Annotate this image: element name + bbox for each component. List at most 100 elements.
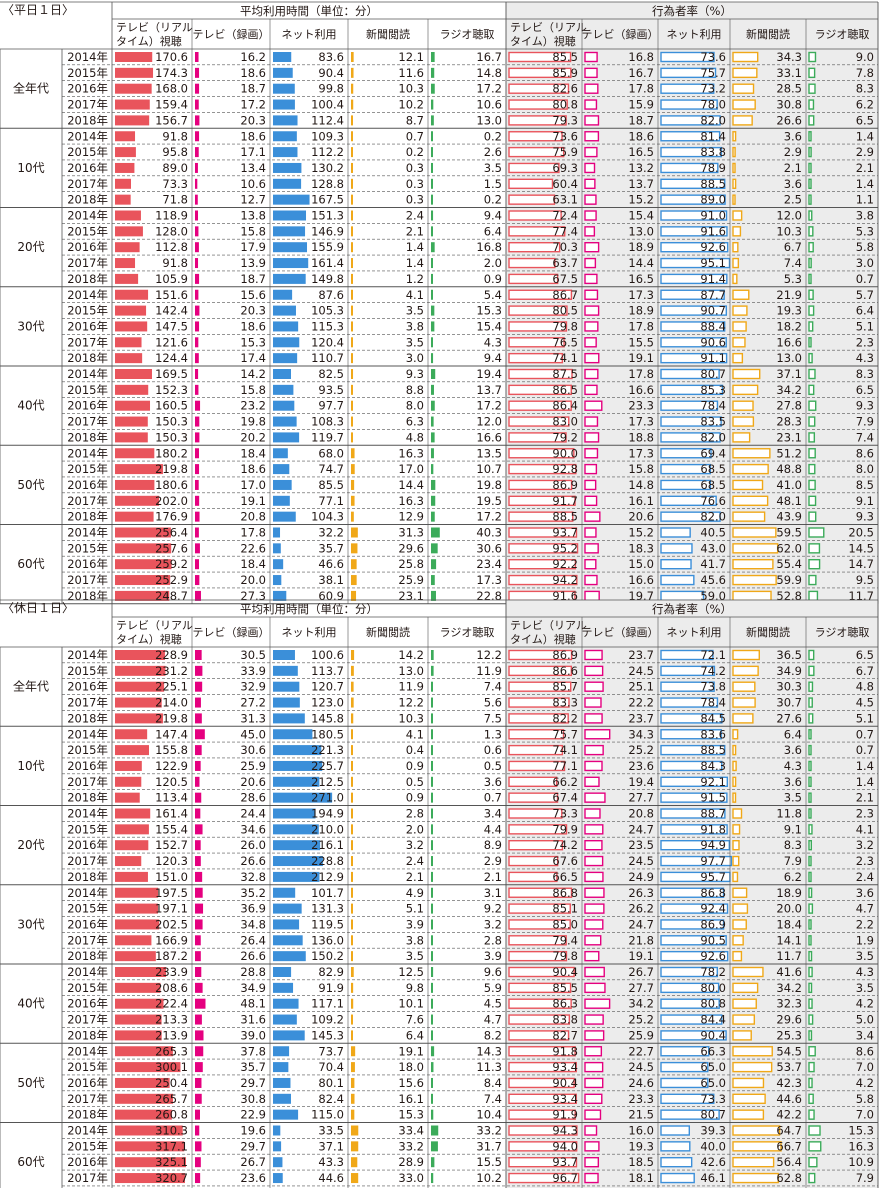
- value-rate-radio: 2.4: [856, 870, 874, 884]
- value-rate-radio: 7.4: [856, 430, 874, 444]
- value-time-newspaper: 16.3: [398, 446, 424, 460]
- value-rate-tv-live: 67.4: [552, 791, 578, 805]
- bar-time-tv-live: [115, 67, 154, 78]
- bar-rate-tv-live: [508, 559, 577, 570]
- media-header-tv-live: テレビ（リアル: [510, 21, 587, 34]
- value-rate-net: 91.1: [700, 351, 726, 365]
- value-rate-newspaper: 48.1: [776, 494, 802, 508]
- value-rate-net: 87.7: [700, 288, 726, 302]
- bar-rate-net: [660, 1172, 695, 1184]
- bar-rate-newspaper: [732, 99, 756, 110]
- value-rate-tv-recorded: 13.0: [628, 224, 654, 238]
- bar-time-net: [273, 527, 281, 538]
- bar-time-radio: [431, 416, 434, 427]
- bar-rate-radio: [808, 808, 812, 819]
- bar-rate-radio: [808, 511, 817, 522]
- bar-time-net: [273, 1014, 297, 1025]
- bar-time-radio: [431, 856, 433, 867]
- table-row: 2016年 250.4 29.7 80.1 15.6 8.4 90.4 24.6 65.0 42.…: [67, 1076, 874, 1090]
- value-rate-newspaper: 3.6: [784, 743, 802, 757]
- bar-rate-tv-recorded: [584, 352, 600, 364]
- bar-time-tv-live: [115, 998, 164, 1009]
- bar-rate-tv-recorded: [584, 115, 600, 126]
- year-label: 2018年: [67, 589, 108, 603]
- bar-time-tv-recorded: [195, 543, 200, 554]
- value-time-tv-live: 252.9: [155, 573, 188, 587]
- value-rate-net: 83.5: [700, 415, 726, 429]
- rate-group-header: 行為者率（%）: [652, 602, 732, 616]
- bar-rate-net: [660, 966, 719, 978]
- bar-time-newspaper: [351, 52, 354, 62]
- bar-rate-net: [660, 903, 729, 914]
- bar-time-newspaper: [351, 745, 353, 756]
- value-time-tv-recorded: 17.1: [240, 145, 266, 159]
- bar-rate-tv-live: [508, 998, 572, 1009]
- bar-rate-radio: [808, 51, 817, 63]
- bar-time-tv-recorded: [195, 590, 201, 601]
- bar-rate-newspaper: [732, 1077, 765, 1089]
- bar-rate-tv-recorded: [584, 321, 599, 332]
- value-rate-tv-live: 85.1: [552, 902, 578, 916]
- value-rate-newspaper: 62.0: [776, 541, 802, 555]
- table-row: 2014年 151.6 15.6 87.6 4.1 5.4 86.7 17.3 87.7 21.9…: [67, 288, 874, 302]
- bar-time-radio: [431, 258, 433, 269]
- year-label: 2016年: [67, 161, 108, 175]
- value-time-tv-live: 317.1: [155, 1139, 188, 1153]
- bar-rate-net: [660, 1030, 727, 1041]
- bar-time-tv-live: [115, 935, 152, 946]
- value-rate-radio: 4.7: [856, 902, 874, 916]
- bar-time-tv-live: [115, 273, 139, 284]
- value-rate-newspaper: 51.2: [776, 446, 802, 460]
- bar-time-tv-live: [115, 1109, 172, 1120]
- bar-time-tv-recorded: [195, 289, 199, 300]
- value-rate-tv-live: 93.7: [552, 526, 578, 540]
- bar-rate-newspaper: [732, 713, 754, 724]
- value-rate-tv-recorded: 26.3: [628, 886, 654, 900]
- bar-time-net: [273, 681, 300, 692]
- value-rate-tv-live: 91.6: [552, 589, 578, 603]
- bar-rate-newspaper: [732, 273, 738, 285]
- value-rate-newspaper: 11.8: [776, 807, 802, 821]
- value-rate-tv-recorded: 25.1: [628, 680, 654, 694]
- bar-time-radio: [431, 448, 434, 459]
- value-time-net: 37.1: [318, 1139, 344, 1153]
- bar-rate-net: [660, 511, 721, 522]
- value-time-net: 151.3: [311, 209, 344, 223]
- age-group-label: 20代: [17, 838, 44, 852]
- value-time-net: 64.3: [318, 1187, 344, 1188]
- value-time-tv-live: 219.8: [155, 711, 188, 725]
- media-header-tv-live: テレビ（リアル: [510, 619, 587, 632]
- value-rate-tv-recorded: 25.2: [628, 743, 654, 757]
- table-row: 2014年 91.8 18.6 109.3 0.7 0.2 73.6 18.6 81.4 3.6 1…: [67, 129, 874, 143]
- year-label: 2014年: [67, 1044, 108, 1058]
- value-rate-newspaper: 3.6: [784, 177, 802, 191]
- value-rate-net: 91.8: [700, 822, 726, 836]
- bar-time-tv-recorded: [195, 369, 199, 379]
- value-time-tv-live: 233.9: [155, 965, 188, 979]
- value-time-newspaper: 15.3: [398, 1108, 424, 1122]
- bar-time-radio: [431, 305, 435, 316]
- value-time-tv-recorded: 26.6: [240, 949, 266, 963]
- value-rate-tv-live: 79.9: [552, 822, 578, 836]
- value-rate-radio: 2.2: [856, 917, 874, 931]
- value-time-newspaper: 1.4: [406, 256, 424, 270]
- bar-rate-tv-live: [508, 321, 568, 332]
- bar-time-tv-live: [115, 1173, 185, 1184]
- bar-time-net: [273, 258, 309, 269]
- bar-rate-net: [660, 115, 721, 126]
- value-rate-newspaper: 2.9: [784, 145, 802, 159]
- value-time-newspaper: 0.3: [406, 161, 424, 175]
- bar-time-net: [273, 871, 320, 882]
- bar-rate-net: [660, 1141, 691, 1152]
- bar-time-tv-recorded: [195, 1173, 201, 1184]
- value-time-net: 43.3: [318, 1155, 344, 1169]
- year-label: 2014年: [67, 367, 108, 381]
- bar-time-tv-live: [115, 887, 159, 898]
- table-row: 2014年 169.5 14.2 82.5 9.3 19.4 87.5 17.8 80.7 37.…: [67, 367, 874, 381]
- bar-rate-radio: [808, 559, 821, 570]
- value-time-tv-recorded: 48.1: [240, 997, 266, 1011]
- bar-time-tv-recorded: [195, 935, 201, 946]
- bar-time-tv-live: [115, 1014, 162, 1025]
- value-rate-net: 92.4: [700, 902, 726, 916]
- bar-time-net: [273, 665, 298, 676]
